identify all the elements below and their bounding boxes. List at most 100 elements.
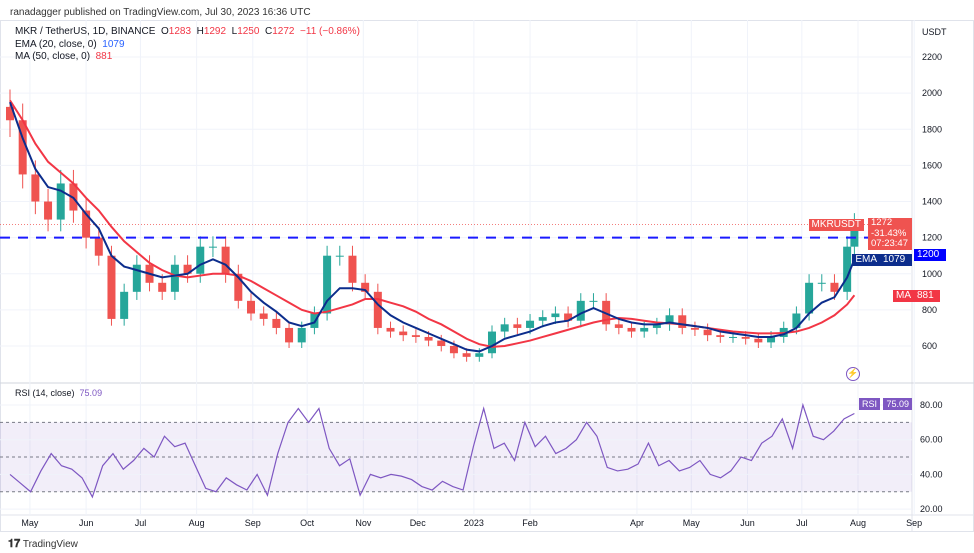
candle bbox=[665, 308, 674, 331]
candle bbox=[285, 321, 294, 348]
ema-tag-value: 1079 bbox=[880, 254, 912, 266]
symbol-legend: MKR / TetherUS, 1D, BINANCE O1283 H1292 … bbox=[15, 26, 360, 37]
candle bbox=[538, 310, 547, 328]
symbol-tag: MKRUSDT bbox=[808, 219, 864, 231]
x-tick-label: Aug bbox=[850, 518, 866, 528]
rsi-y-tick-label: 80.00 bbox=[920, 400, 943, 410]
y-tick-label: 600 bbox=[922, 341, 937, 351]
candle bbox=[627, 321, 636, 338]
y-tick-label: 1600 bbox=[922, 160, 942, 170]
candle-body bbox=[56, 183, 65, 220]
candle-body bbox=[500, 324, 509, 332]
candle-body bbox=[843, 246, 852, 292]
rsi-tag-label: RSI bbox=[858, 398, 880, 410]
candle-body bbox=[259, 313, 268, 319]
candle-body bbox=[728, 336, 737, 338]
ma-legend-label: MA (50, close, 0) bbox=[15, 51, 91, 62]
candle-body bbox=[82, 210, 91, 238]
candle bbox=[411, 329, 420, 343]
low-value: 1250 bbox=[237, 26, 260, 37]
candle-body bbox=[589, 300, 598, 302]
candle bbox=[513, 317, 522, 335]
candle bbox=[843, 236, 852, 300]
candle bbox=[361, 274, 370, 300]
close-value: 1272 bbox=[272, 26, 295, 37]
candle-body bbox=[652, 324, 661, 328]
y-tick-label: 1800 bbox=[922, 124, 942, 134]
candle-body bbox=[399, 331, 408, 336]
x-tick-label: Jun bbox=[79, 518, 94, 528]
ma-legend-value: 881 bbox=[95, 51, 113, 62]
candle-body bbox=[792, 313, 801, 328]
x-tick-label: 2023 bbox=[464, 518, 484, 528]
candle-body bbox=[348, 255, 357, 283]
candle bbox=[500, 317, 509, 338]
x-tick-label: Apr bbox=[630, 518, 644, 528]
ma-legend[interactable]: MA (50, close, 0) 881 bbox=[15, 51, 112, 62]
candle-body bbox=[323, 255, 332, 314]
candle bbox=[614, 317, 623, 335]
footer-brand-text: TradingView bbox=[22, 539, 78, 550]
candle bbox=[335, 245, 344, 266]
candle-body bbox=[475, 353, 484, 357]
candle-body bbox=[272, 318, 281, 328]
low-label: L bbox=[231, 26, 238, 37]
candle bbox=[272, 312, 281, 335]
x-tick-label: May bbox=[683, 518, 701, 528]
candle bbox=[18, 103, 27, 189]
symbol-name[interactable]: MKR / TetherUS, 1D, BINANCE bbox=[15, 26, 156, 37]
y-tick-label: 1000 bbox=[922, 269, 942, 279]
candle-body bbox=[221, 246, 230, 274]
rsi-legend[interactable]: RSI (14, close) 75.09 bbox=[15, 388, 102, 398]
rsi-y-tick-label: 60.00 bbox=[920, 435, 943, 445]
tradingview-logo: 𝟏𝟕 bbox=[8, 538, 21, 550]
candle bbox=[386, 321, 395, 338]
footer-brand[interactable]: 𝟏𝟕 TradingView bbox=[8, 538, 78, 551]
candle bbox=[564, 306, 573, 328]
candle bbox=[6, 89, 14, 137]
candle-body bbox=[564, 313, 573, 321]
candle-body bbox=[513, 324, 522, 328]
candle-body bbox=[6, 106, 14, 121]
candle-body bbox=[551, 313, 560, 318]
last-price: 1272 bbox=[871, 217, 893, 228]
candle-body bbox=[830, 282, 839, 292]
candle bbox=[234, 264, 243, 309]
candle-body bbox=[158, 282, 167, 292]
rsi-tag-value: 75.09 bbox=[883, 398, 912, 410]
currency-label[interactable]: USDT bbox=[922, 27, 947, 37]
candle bbox=[310, 306, 319, 335]
y-tick-label: 2200 bbox=[922, 52, 942, 62]
candle-body bbox=[805, 282, 814, 314]
candle-body bbox=[94, 237, 103, 256]
y-tick-label: 1400 bbox=[922, 197, 942, 207]
level-tag: 1200 bbox=[914, 249, 946, 261]
candle bbox=[44, 188, 53, 232]
candle bbox=[487, 325, 496, 359]
candle bbox=[323, 245, 332, 321]
candle-body bbox=[297, 327, 306, 343]
candle-body bbox=[18, 120, 27, 175]
candle-body bbox=[716, 335, 725, 337]
candle-body bbox=[462, 353, 471, 357]
open-label: O bbox=[160, 26, 169, 37]
publisher-line: ranadagger published on TradingView.com,… bbox=[10, 7, 311, 18]
candle-body bbox=[44, 201, 53, 220]
rsi-y-tick-label: 40.00 bbox=[920, 469, 943, 479]
candle-body bbox=[373, 291, 382, 328]
candle bbox=[703, 323, 712, 342]
ema-legend[interactable]: EMA (20, close, 0) 1079 bbox=[15, 39, 125, 50]
candle bbox=[246, 293, 255, 321]
candle-body bbox=[424, 336, 433, 341]
high-value: 1292 bbox=[203, 26, 227, 37]
x-tick-label: Aug bbox=[189, 518, 205, 528]
lightning-icon[interactable]: ⚡ bbox=[846, 367, 860, 381]
candle bbox=[652, 317, 661, 335]
candle bbox=[678, 308, 687, 335]
candle-body bbox=[285, 327, 294, 343]
bar-countdown: 07:23:47 bbox=[871, 238, 908, 249]
candle bbox=[132, 255, 141, 300]
candle-body bbox=[640, 327, 649, 332]
x-tick-label: Jul bbox=[796, 518, 808, 528]
